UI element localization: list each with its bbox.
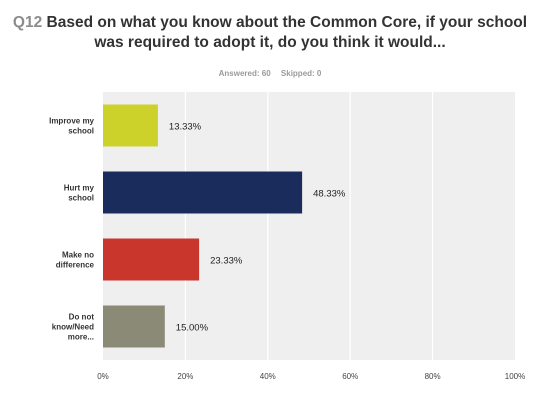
- data-label: 48.33%: [313, 189, 346, 200]
- data-label: 13.33%: [169, 122, 202, 133]
- data-label: 23.33%: [210, 256, 243, 267]
- category-label: Hurt my: [64, 184, 95, 193]
- category-label: school: [68, 127, 94, 136]
- x-tick-label: 60%: [342, 372, 358, 381]
- x-tick-label: 40%: [260, 372, 276, 381]
- category-label: know/Need: [52, 323, 94, 332]
- bar: [103, 238, 200, 281]
- data-label: 15.00%: [176, 323, 209, 334]
- x-tick-label: 20%: [177, 372, 193, 381]
- plot-area: [103, 92, 515, 360]
- category-label: more...: [68, 333, 94, 342]
- bar: [103, 171, 303, 214]
- category-label: Make no: [62, 251, 94, 260]
- question-title: Q12 Based on what you know about the Com…: [10, 13, 530, 53]
- category-label: school: [68, 194, 94, 203]
- category-label: Improve my: [49, 117, 94, 126]
- bar: [103, 104, 158, 147]
- bar: [103, 305, 165, 348]
- answered-count: Answered: 60: [218, 69, 271, 78]
- question-number: Q12: [12, 14, 43, 31]
- x-tick-label: 80%: [425, 372, 441, 381]
- category-label: Do not: [69, 313, 95, 322]
- x-tick-label: 100%: [505, 372, 525, 381]
- response-stats: Answered: 60 Skipped: 0: [0, 69, 540, 78]
- question-text: Based on what you know about the Common …: [46, 14, 528, 51]
- skipped-count: Skipped: 0: [280, 69, 322, 78]
- x-tick-label: 0%: [97, 372, 109, 381]
- category-label: difference: [56, 261, 95, 270]
